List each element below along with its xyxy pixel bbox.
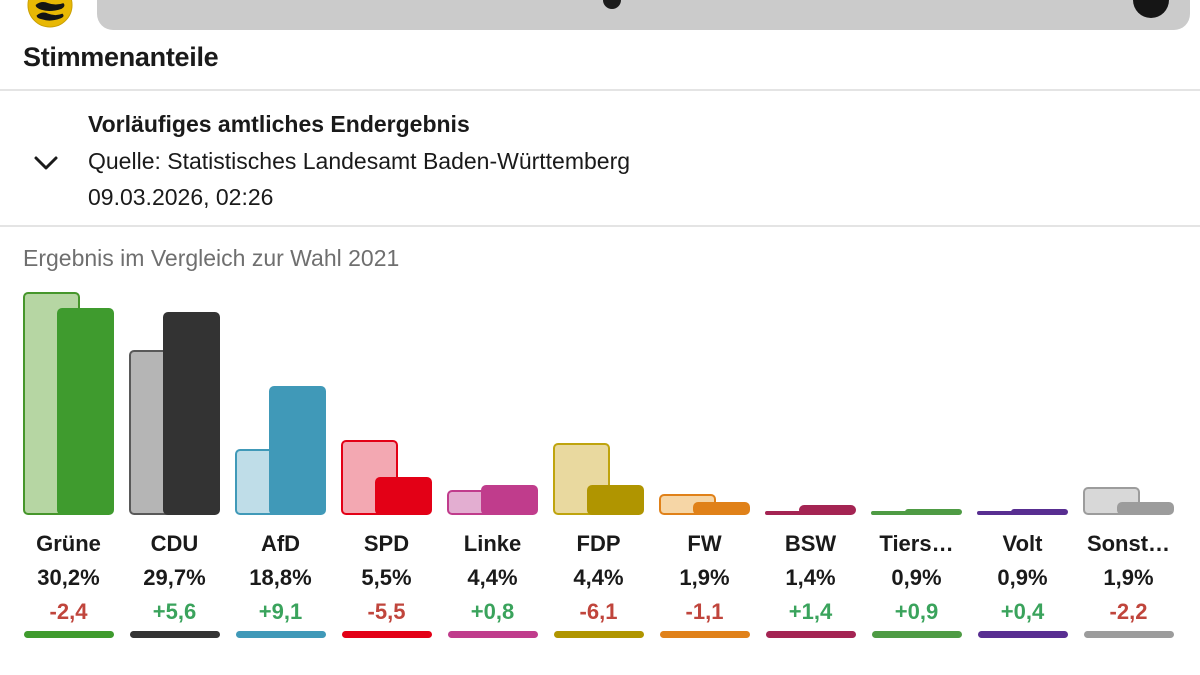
header-bar [97,0,1190,30]
party-column[interactable]: AfD 18,8% +9,1 [235,291,326,638]
bw-coat-of-arms-icon [27,0,73,28]
party-bars [23,291,114,515]
party-change: +5,6 [152,599,197,624]
party-underline [977,631,1068,638]
chevron-down-icon[interactable] [30,150,62,178]
party-underline [447,631,538,638]
party-name: FDP [576,531,621,556]
party-underline [23,631,114,638]
party-change: -2,4 [49,599,88,624]
party-underline [341,631,432,638]
party-value: 18,8% [249,565,312,590]
party-name: BSW [784,531,837,556]
party-bars [871,291,962,515]
timestamp-label: 09.03.2026, 02:26 [88,184,274,210]
page-title: Stimmenanteile [23,42,219,72]
party-underline [1083,631,1174,638]
party-value: 0,9% [997,565,1048,590]
party-change: +0,8 [470,599,515,624]
bar-current [375,477,432,515]
bar-current [163,311,220,515]
party-bars [235,291,326,515]
party-value: 4,4% [573,565,624,590]
party-name: FW [687,531,722,556]
party-value: 1,9% [679,565,730,590]
party-name: Volt [1002,531,1043,556]
source-label: Quelle: Statistisches Landesamt Baden-Wü… [88,148,631,174]
party-underline [765,631,856,638]
party-underline [871,631,962,638]
truncated-header-text-glyph [603,0,621,9]
party-change: +0,9 [894,599,939,624]
party-column[interactable]: Volt 0,9% +0,4 [977,291,1068,638]
party-value: 29,7% [143,565,206,590]
party-bars [553,291,644,515]
party-value: 5,5% [361,565,412,590]
party-bars [659,291,750,515]
divider [0,89,1200,91]
party-name: Linke [463,531,522,556]
bar-current [1117,502,1174,515]
bar-current [481,484,538,515]
party-name: AfD [260,531,301,556]
party-value: 1,4% [785,565,836,590]
party-column[interactable]: SPD 5,5% -5,5 [341,291,432,638]
party-change: +9,1 [258,599,303,624]
party-bars [129,291,220,515]
party-value: 1,9% [1103,565,1154,590]
party-column[interactable]: BSW 1,4% +1,4 [765,291,856,638]
party-underline [659,631,750,638]
party-change: -1,1 [685,599,724,624]
bar-current [57,308,114,515]
chart-title: Ergebnis im Vergleich zur Wahl 2021 [23,245,400,271]
result-status-label: Vorläufiges amtliches Endergebnis [88,111,470,137]
party-underline [129,631,220,638]
party-bars [977,291,1068,515]
party-bars [447,291,538,515]
bar-current [905,508,962,515]
party-name: Sonst… [1086,531,1171,556]
header-circle-button[interactable] [1133,0,1169,18]
bar-current [587,484,644,515]
party-underline [553,631,644,638]
party-name: CDU [150,531,199,556]
party-change: +0,4 [1000,599,1045,624]
party-bars [1083,291,1174,515]
party-column[interactable]: FDP 4,4% -6,1 [553,291,644,638]
party-bars [765,291,856,515]
bar-current [269,386,326,515]
party-change: -5,5 [367,599,406,624]
party-bars [341,291,432,515]
party-underline [235,631,326,638]
party-name: Tiers… [879,531,954,556]
party-value: 0,9% [891,565,942,590]
party-column[interactable]: FW 1,9% -1,1 [659,291,750,638]
party-column[interactable]: Grüne 30,2% -2,4 [23,291,114,638]
party-name: Grüne [36,531,101,556]
party-column[interactable]: Sonst… 1,9% -2,2 [1083,291,1174,638]
bar-current [799,505,856,515]
party-column[interactable]: Tiers… 0,9% +0,9 [871,291,962,638]
party-value: 30,2% [37,565,100,590]
party-change: +1,4 [788,599,833,624]
party-change: -6,1 [579,599,618,624]
divider [0,225,1200,227]
vote-share-chart: Grüne 30,2% -2,4 CDU 29,7% +5,6 AfD 18,8… [23,291,1174,638]
party-value: 4,4% [467,565,518,590]
party-name: SPD [363,531,410,556]
bar-current [693,502,750,515]
app-header [0,0,1200,30]
party-column[interactable]: Linke 4,4% +0,8 [447,291,538,638]
bar-current [1011,508,1068,515]
party-change: -2,2 [1109,599,1148,624]
party-column[interactable]: CDU 29,7% +5,6 [129,291,220,638]
